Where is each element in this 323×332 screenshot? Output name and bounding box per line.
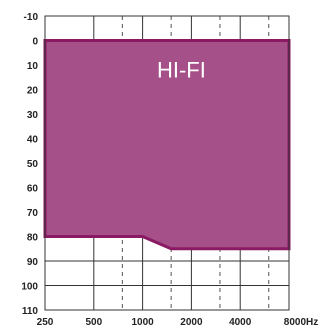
plot-frame [44, 15, 290, 311]
y-tick-label-8: 70 [27, 208, 39, 219]
x-axis-ticks: 250 500 1000 2000 4000 8000Hz [37, 317, 319, 328]
y-tick-label-11: 100 [21, 282, 38, 293]
x-tick-label-4: 4000 [229, 317, 252, 328]
x-tick-label-2: 1000 [131, 317, 154, 328]
x-tick-label-1: 500 [85, 317, 102, 328]
x-tick-label-3: 2000 [180, 317, 203, 328]
plot-border [44, 15, 290, 311]
y-tick-label-3: 20 [27, 86, 39, 97]
y-tick-label-2: 10 [27, 61, 39, 72]
x-tick-label-0: 250 [37, 317, 54, 328]
y-tick-label-0: -10 [24, 12, 39, 23]
y-tick-label-10: 90 [27, 257, 39, 268]
y-tick-label-5: 40 [27, 135, 39, 146]
band-label: HI-FI [157, 57, 206, 82]
y-tick-label-7: 60 [27, 184, 39, 195]
y-tick-label-1: 0 [32, 37, 38, 48]
y-tick-label-6: 50 [27, 159, 39, 170]
y-tick-label-9: 80 [27, 233, 39, 244]
y-axis-ticks: -10 0 10 20 30 40 50 60 70 80 90 100 110 [21, 12, 38, 317]
x-tick-label-5: 8000Hz [284, 317, 318, 328]
y-tick-label-12: 110 [22, 306, 39, 317]
y-tick-label-4: 30 [27, 110, 39, 121]
